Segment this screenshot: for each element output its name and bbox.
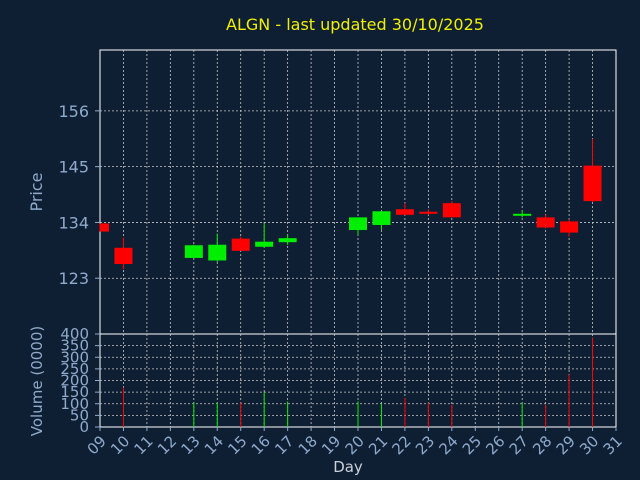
x-axis-label: Day — [333, 458, 363, 476]
candlesticks — [99, 138, 602, 270]
price-tick-label: 134 — [58, 213, 89, 232]
candle-body — [583, 165, 602, 202]
volume-tick-label: 150 — [60, 383, 89, 401]
candle-body — [231, 238, 250, 251]
price-axis-label: Price — [27, 172, 46, 211]
candle-body — [395, 209, 414, 215]
price-axis-ticks: 123 134 145 156 — [58, 102, 100, 288]
x-tick-label: 11 — [131, 432, 157, 458]
price-tick-label: 156 — [58, 102, 89, 121]
volume-tick-label: 50 — [70, 406, 89, 424]
price-tick-label: 123 — [58, 269, 89, 288]
chart-title: ALGN - last updated 30/10/2025 — [226, 15, 484, 34]
x-tick-label: 25 — [459, 432, 485, 458]
volume-tick-label: 100 — [60, 395, 89, 413]
grid-lines — [100, 50, 616, 427]
x-tick-label: 27 — [506, 432, 532, 458]
x-tick-label: 09 — [84, 432, 110, 458]
volume-tick-label: 0 — [79, 418, 89, 436]
candle-body — [278, 238, 297, 243]
volume-axis-label: Volume (0000) — [28, 326, 46, 436]
candle-body — [100, 223, 109, 232]
x-tick-label: 29 — [553, 432, 579, 458]
x-tick-label: 28 — [529, 432, 555, 458]
x-tick-label: 18 — [295, 432, 321, 458]
candle-body — [349, 217, 367, 231]
x-tick-label: 14 — [201, 432, 227, 458]
candle-body — [114, 247, 133, 265]
candle-body — [419, 211, 438, 214]
candle-body — [513, 213, 532, 216]
candle-body — [184, 245, 203, 258]
x-tick-label: 26 — [482, 432, 508, 458]
x-tick-label: 13 — [177, 432, 203, 458]
volume-tick-label: 300 — [60, 348, 89, 366]
candle-body — [536, 217, 555, 228]
volume-tick-label: 400 — [60, 325, 89, 343]
x-tick-label: 20 — [342, 432, 368, 458]
x-tick-label: 19 — [318, 432, 344, 458]
candle-body — [255, 241, 274, 247]
x-tick-label: 24 — [435, 432, 461, 458]
volume-bars — [122, 337, 594, 427]
x-tick-label: 15 — [224, 432, 250, 458]
x-tick-label: 30 — [576, 432, 602, 458]
x-tick-label: 31 — [600, 432, 626, 458]
volume-tick-label: 200 — [60, 372, 89, 390]
x-tick-label: 10 — [107, 432, 133, 458]
candle-body — [560, 221, 579, 233]
candle-body — [442, 203, 461, 218]
x-tick-label: 12 — [154, 432, 180, 458]
x-tick-label: 21 — [365, 432, 391, 458]
x-axis-ticks: 0910111213141516171819202122232425262728… — [84, 427, 626, 458]
x-tick-label: 17 — [271, 432, 297, 458]
x-tick-label: 16 — [248, 432, 274, 458]
volume-tick-label: 350 — [60, 337, 89, 355]
volume-tick-label: 250 — [60, 360, 89, 378]
candle-body — [208, 244, 227, 261]
x-tick-label: 22 — [389, 432, 415, 458]
x-tick-label: 23 — [412, 432, 438, 458]
price-tick-label: 145 — [58, 158, 89, 177]
candle-body — [372, 211, 391, 225]
